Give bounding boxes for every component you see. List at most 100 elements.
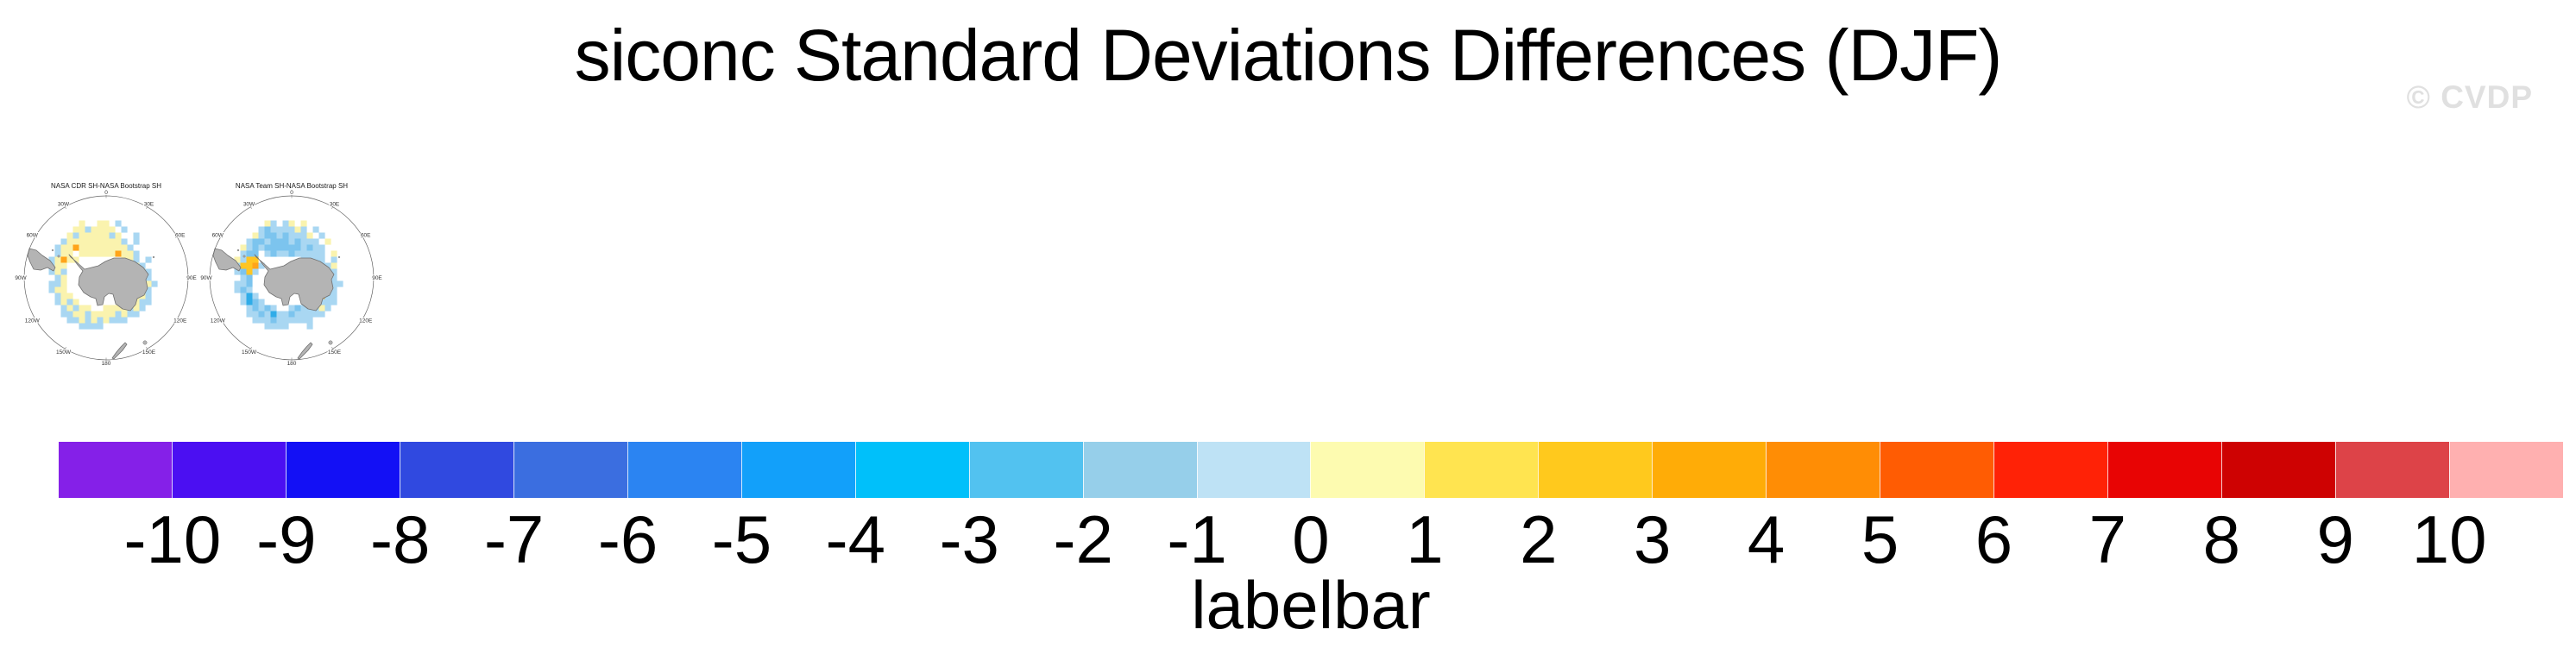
map-grid-cell (54, 280, 61, 287)
map-grid-cell (312, 250, 319, 257)
map-grid-cell (115, 317, 122, 324)
colorbar-tick-label: 9 (2316, 501, 2354, 577)
map-grid-cell (79, 244, 85, 251)
map-grid-cell (318, 311, 325, 318)
map-grid-cell (97, 232, 104, 239)
map-grid-cell (109, 317, 116, 324)
map-grid-cell (306, 311, 313, 318)
island (152, 255, 155, 259)
map-panel-nasa-team-sh: NASA Team SH-NASA Bootstrap SH0 30E 60E 90E… (199, 182, 383, 368)
map-grid-cell (121, 250, 128, 257)
map-grid-cell (300, 305, 307, 312)
lon-label: 30W (58, 201, 70, 207)
colorbar-swatch (171, 442, 286, 498)
map-grid-cell (276, 317, 283, 324)
map-grid-cell (79, 323, 85, 330)
map-grid-cell (121, 244, 128, 251)
island (57, 255, 60, 258)
lon-tick (34, 236, 38, 238)
map-grid-cell (300, 238, 307, 245)
map-grid-cell (72, 317, 79, 324)
colorbar-tick-label: 2 (1520, 501, 1558, 577)
map-grid-cell (240, 299, 247, 305)
lon-label: 180 (287, 361, 297, 367)
map-grid-cell (97, 250, 104, 257)
map-grid-cell (264, 250, 271, 257)
colorbar-tick-label: -10 (123, 501, 222, 577)
map-grid-cell (318, 244, 325, 251)
map-grid-cell (66, 238, 73, 245)
map-grid-cell (318, 232, 325, 239)
map-grid-cell (91, 317, 98, 324)
map-grid-cell (103, 250, 110, 257)
map-grid-cell (145, 268, 152, 275)
map-grid-cell (60, 238, 67, 245)
map-grid-cell (60, 311, 67, 318)
map-grid-cell (288, 220, 295, 227)
colorbar-tick-label: -1 (1167, 501, 1227, 577)
map-grid-cell (246, 311, 253, 318)
map-panel-nasa-cdr-sh: NASA CDR SH-NASA Bootstrap SH0 30E 60E 90E 1… (14, 182, 198, 368)
map-grid-cell (264, 244, 271, 251)
map-grid-cell (97, 220, 104, 227)
map-grid-cell (240, 262, 247, 269)
map-grid-cell (91, 311, 98, 318)
map-grid-cell (48, 286, 55, 293)
lon-label: 150E (142, 349, 156, 356)
colorbar-swatch (2335, 442, 2450, 498)
island (142, 340, 148, 345)
map-grid-cell (306, 244, 313, 251)
map-grid-cell (264, 232, 271, 239)
map-grid-cell (306, 323, 313, 330)
map-grid-cell (252, 311, 259, 318)
colorbar-swatch (968, 442, 1083, 498)
map-grid-cell (331, 274, 337, 281)
map-grid-cell (121, 311, 128, 318)
map-grid-cell (54, 262, 61, 269)
map-grid-cell (252, 250, 259, 257)
lon-label: 150E (328, 349, 342, 356)
map-grid-cell (276, 238, 283, 245)
map-grid-cell (66, 232, 73, 239)
colorbar-swatch (1880, 442, 1994, 498)
colorbar-tick-label: 3 (1634, 501, 1672, 577)
map-grid-cell (133, 250, 140, 257)
colorbar-tick-label: 0 (1292, 501, 1330, 577)
map-grid-cell (300, 317, 307, 324)
map-grid-cell (252, 268, 259, 275)
map-grid-cell (145, 280, 152, 287)
lon-tick (360, 236, 364, 238)
map-grid-cell (109, 311, 116, 318)
map-grid-cell (121, 226, 128, 233)
lon-tick (360, 318, 364, 320)
colorbar-tick-label: -7 (483, 501, 545, 577)
new-zealand-landmass (297, 342, 313, 360)
map-grid-cell (288, 311, 295, 318)
map-grid-cell (109, 250, 116, 257)
map-grid-cell (103, 226, 110, 233)
map-grid-cell (264, 311, 271, 318)
antarctica-landmass (254, 254, 335, 312)
map-grid-cell (294, 226, 301, 233)
colorbar-swatch (627, 442, 741, 498)
map-grid-cell (54, 293, 61, 299)
map-grid-cell (145, 274, 152, 281)
map-grid-cell (133, 305, 140, 312)
map-grid-cell (246, 293, 253, 299)
map-grid-cell (66, 293, 73, 299)
map-grid-cell (331, 280, 337, 287)
map-grid-cell (258, 244, 265, 251)
colorbar-swatch (854, 442, 969, 498)
map-grid-cell (258, 311, 265, 318)
map-grid-cell (282, 238, 289, 245)
map-grid-cell (240, 268, 247, 275)
map-grid-cell (246, 256, 253, 263)
map-grid-cell (109, 305, 116, 312)
map-grid-cell (60, 268, 67, 275)
lon-label: 90W (15, 275, 27, 281)
map-grid-cell (60, 262, 67, 269)
colorbar-tick-label: -2 (1053, 501, 1113, 577)
map-grid-cell (318, 256, 325, 263)
map-grid-cell (288, 305, 295, 312)
